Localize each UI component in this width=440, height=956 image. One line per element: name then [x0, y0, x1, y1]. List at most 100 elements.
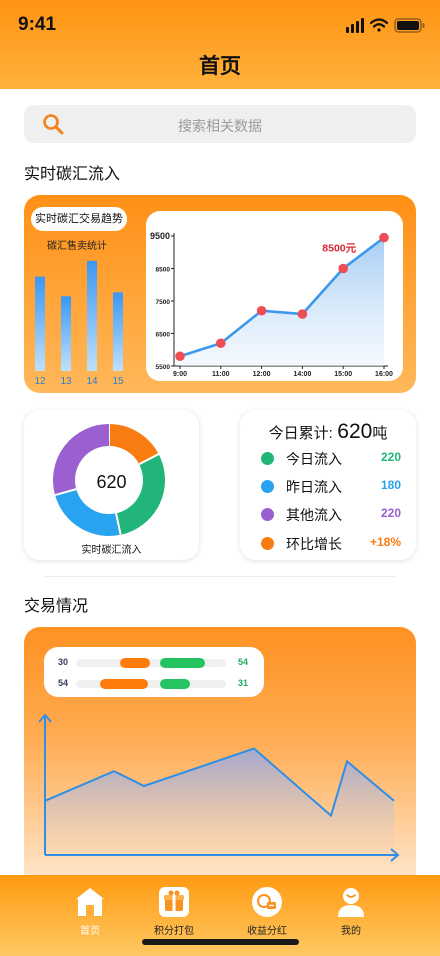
donut-slice [115, 454, 165, 535]
stat-dot [261, 537, 274, 550]
trend-annotation: 8500元 [322, 243, 356, 255]
y-tick-label: 6500 [156, 332, 171, 339]
stat-dot [261, 480, 274, 493]
donut-separator [115, 513, 122, 535]
donut-caption: 实时碳汇流入 [81, 545, 142, 556]
y-tick-label: 5500 [156, 364, 171, 371]
home-icon [76, 888, 104, 916]
mini-bar [113, 292, 123, 371]
section-divider [44, 576, 396, 577]
stat-label: 今日流入 [286, 451, 342, 467]
trend-pill[interactable]: 实时碳汇交易趋势 [31, 207, 127, 231]
donut-slice [55, 488, 121, 536]
legend-green-bar [160, 658, 205, 668]
realtime-card: 实时碳汇交易趋势 碳汇售卖统计 12 13 14 15 5500 6500 7500 850… [24, 195, 416, 393]
stat-dot [261, 508, 274, 521]
user-icon [338, 888, 364, 917]
cellular-signal-icon [346, 18, 364, 33]
legend-track [76, 659, 226, 667]
legend-right-value: 54 [238, 657, 249, 667]
stat-value: +18% [369, 535, 401, 549]
section-title-trade: 交易情况 [24, 598, 89, 615]
battery-icon [394, 18, 425, 33]
mini-bar-label: 14 [86, 376, 98, 387]
tab-label: 积分打包 [154, 926, 194, 937]
stat-row: 其他流入 220 [261, 504, 405, 524]
legend-right-value: 31 [238, 678, 249, 688]
legend-green-bar [160, 679, 190, 689]
trade-legend: 30 54 54 31 [44, 647, 264, 697]
trade-area [45, 748, 394, 855]
stat-value: 220 [380, 450, 401, 464]
tab-label: 首页 [80, 926, 100, 937]
y-tick-label: 7500 [156, 299, 171, 306]
donut-center-value: 620 [96, 472, 127, 492]
status-time: 9:41 [18, 14, 57, 35]
x-tick-label: 15:00 [334, 371, 352, 378]
trend-point [175, 351, 185, 362]
mini-bar-chart: 12 13 14 15 [34, 260, 124, 387]
tab-mine[interactable]: 我的 [311, 887, 391, 937]
stat-row: 环比增长 +18% [261, 533, 405, 553]
trend-point [379, 232, 389, 243]
trend-point [256, 305, 267, 316]
stats-total-value: 620 [337, 420, 373, 443]
stat-value: 180 [380, 478, 401, 492]
stat-dot [261, 452, 274, 465]
stat-label: 昨日流入 [286, 479, 342, 495]
trade-y-arrow [38, 713, 52, 723]
legend-orange-bar [120, 658, 150, 668]
stat-row: 今日流入 220 [261, 448, 405, 468]
coins-icon [252, 887, 282, 917]
stat-label: 环比增长 [286, 536, 342, 552]
tab-earnings[interactable]: 收益分红 [227, 887, 307, 937]
trend-line [179, 236, 385, 358]
stat-row: 昨日流入 180 [261, 476, 405, 496]
donut-separator [138, 453, 160, 466]
page-title: 首页 [199, 55, 241, 78]
header-bar: 9:41 首页 [0, 0, 440, 89]
search-placeholder[interactable]: 搜索相关数据 [178, 118, 262, 134]
trade-area-chart [38, 713, 400, 862]
x-tick-label: 14:00 [293, 371, 311, 378]
trade-card: 30 54 54 31 [24, 627, 416, 877]
donut-separator [54, 488, 77, 497]
tab-points-package[interactable]: 积分打包 [134, 887, 214, 937]
home-indicator [142, 939, 299, 945]
x-tick-label: 16:00 [375, 371, 393, 378]
donut-slice [108, 424, 159, 465]
stat-value: 220 [380, 506, 401, 520]
donut-slice [53, 424, 110, 496]
x-tick-label: 11:00 [212, 371, 230, 378]
tab-label: 收益分红 [247, 926, 287, 937]
y-tick-label: 8500 [156, 267, 171, 274]
trade-x-arrow [390, 848, 400, 862]
search-icon [43, 114, 64, 135]
trade-line [44, 747, 395, 818]
tab-home[interactable]: 首页 [50, 887, 130, 937]
legend-track [76, 680, 226, 688]
mini-bar [87, 260, 97, 371]
trend-point [297, 309, 308, 319]
gift-package-icon [159, 887, 189, 917]
mini-bar [35, 276, 45, 371]
x-tick-label: 9:00 [173, 371, 187, 378]
mini-bar [61, 296, 71, 371]
legend-left-value: 30 [58, 657, 69, 667]
stats-total-label: 今日累计: [268, 425, 333, 442]
mini-chart-title: 碳汇售卖统计 [47, 241, 107, 252]
trend-line-chart: 5500 6500 7500 8500 9500 9:00 11:00 12:00 14:00 1… [150, 231, 393, 378]
legend-left-value: 54 [58, 678, 69, 688]
status-icons [346, 18, 425, 33]
trend-point [338, 263, 348, 274]
search-bar[interactable]: 搜索相关数据 [24, 105, 416, 143]
mini-bar-label: 13 [60, 376, 72, 387]
section-title-realtime: 实时碳汇流入 [24, 166, 121, 183]
mini-bar-label: 12 [34, 376, 46, 387]
donut-card: 620 实时碳汇流入 [24, 410, 199, 560]
donut-chart [53, 424, 165, 536]
trend-point [216, 338, 226, 349]
wifi-icon [369, 18, 389, 32]
mini-bar-label: 15 [112, 376, 124, 387]
legend-orange-bar [100, 679, 148, 689]
